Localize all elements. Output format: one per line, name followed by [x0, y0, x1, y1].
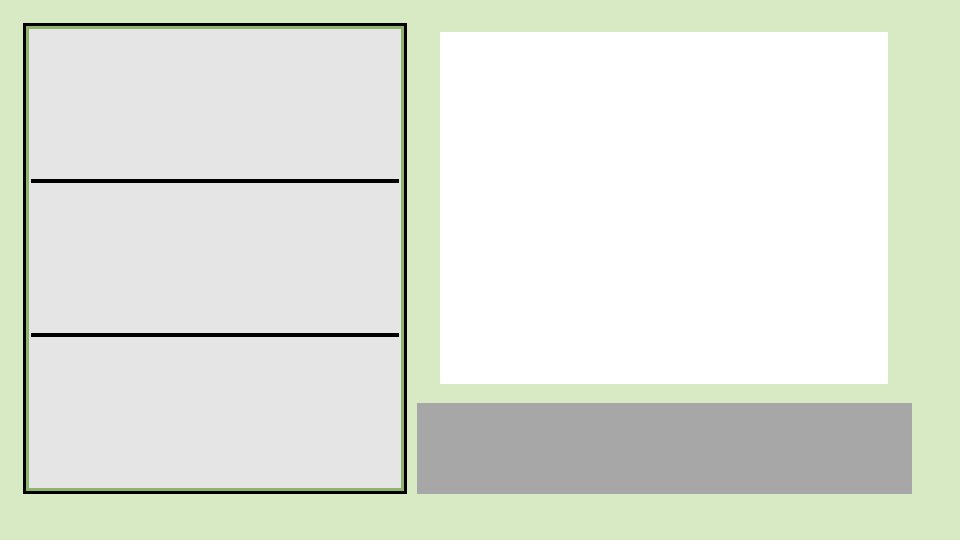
slot-item[interactable]	[29, 185, 395, 333]
preview-pane	[440, 32, 888, 384]
slot-item[interactable]	[29, 30, 395, 178]
slot-list-panel	[23, 23, 407, 494]
action-bar[interactable]	[417, 403, 912, 494]
slot-item[interactable]	[29, 339, 395, 487]
slot-divider	[31, 333, 399, 337]
slot-divider	[31, 179, 399, 183]
